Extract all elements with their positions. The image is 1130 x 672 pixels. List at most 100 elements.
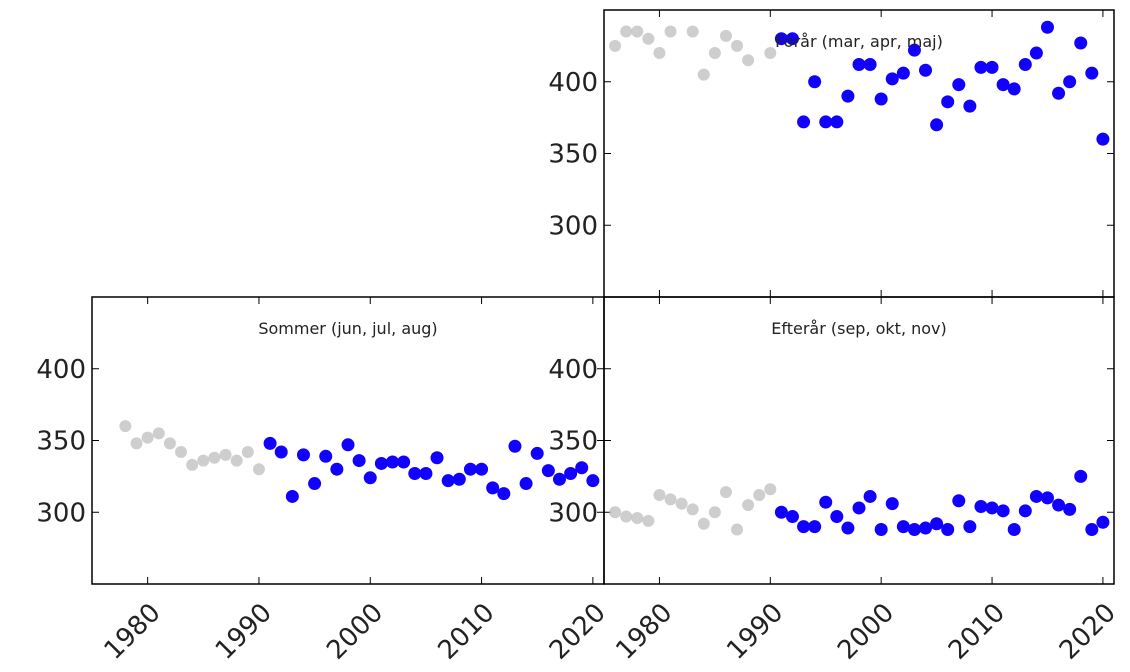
data-point: [774, 505, 788, 519]
background-point: [152, 427, 165, 440]
background-point: [708, 506, 721, 519]
background-point: [719, 29, 732, 42]
data-point: [352, 454, 366, 468]
data-point: [1085, 66, 1099, 80]
data-point: [1063, 75, 1077, 89]
data-point: [452, 472, 466, 486]
x-tick-label: 1990: [721, 598, 789, 666]
data-point: [285, 489, 299, 503]
data-point: [541, 464, 555, 478]
x-tick-label: 1990: [210, 598, 278, 666]
data-point: [419, 467, 433, 481]
background-point: [697, 517, 710, 530]
data-point: [963, 520, 977, 534]
data-point: [907, 43, 921, 57]
data-point: [819, 115, 833, 129]
data-point: [508, 439, 522, 453]
background-point: [686, 25, 699, 38]
background-point: [175, 445, 188, 458]
data-point: [874, 522, 888, 536]
data-point: [919, 63, 933, 77]
data-point: [985, 60, 999, 74]
data-point: [974, 500, 988, 514]
data-point: [830, 510, 844, 524]
data-point: [863, 58, 877, 72]
background-point: [631, 511, 644, 524]
panel-autumn: 300 350 400 1980 1990 2000 2010 2020 Efterår (se…: [548, 296, 1122, 666]
background-point: [609, 506, 622, 519]
background-point: [686, 503, 699, 516]
background-point: [731, 39, 744, 52]
background-point: [664, 493, 677, 506]
data-point: [963, 99, 977, 113]
data-point: [1040, 491, 1054, 505]
data-point: [1029, 46, 1043, 60]
panel-title: Sommer (jun, jul, aug): [258, 319, 437, 338]
background-point: [119, 420, 132, 433]
background-point: [764, 483, 777, 496]
data-point: [985, 501, 999, 515]
x-tick-label: 2000: [832, 598, 900, 666]
data-point: [785, 32, 799, 46]
data-point: [274, 445, 288, 459]
background-point: [186, 458, 199, 471]
data-point: [486, 481, 500, 495]
data-point: [263, 436, 277, 450]
data-point: [530, 446, 544, 460]
background-point: [219, 448, 232, 461]
data-point: [1052, 498, 1066, 512]
data-point: [930, 118, 944, 132]
x-tick-label: 2000: [321, 598, 389, 666]
data-point: [830, 115, 844, 129]
data-point: [319, 449, 333, 463]
data-point: [1063, 502, 1077, 516]
background-point: [230, 454, 243, 467]
background-point: [708, 47, 721, 60]
data-point: [896, 520, 910, 534]
panel-spring: 300 350 400 Forår (mar, apr, maj): [548, 9, 1115, 298]
background-point: [642, 514, 655, 527]
data-point: [808, 75, 822, 89]
axes-frame: [603, 296, 1115, 585]
y-tick-label: 400: [548, 355, 598, 385]
x-tick-label: 1980: [99, 598, 167, 666]
data-point: [497, 487, 511, 501]
data-point: [341, 438, 355, 452]
data-point: [1096, 132, 1110, 146]
data-point: [874, 92, 888, 106]
y-tick-label: 300: [548, 211, 598, 241]
data-point: [386, 455, 400, 469]
background-point: [130, 437, 143, 450]
background-point: [753, 489, 766, 502]
data-point: [1018, 504, 1032, 518]
data-point: [952, 78, 966, 92]
data-point: [1007, 82, 1021, 96]
data-point: [1007, 522, 1021, 536]
background-point: [742, 54, 755, 67]
background-point: [141, 431, 154, 444]
data-point: [1040, 20, 1054, 34]
data-point: [852, 501, 866, 515]
background-point: [163, 437, 176, 450]
background-point: [719, 486, 732, 499]
data-point: [308, 477, 322, 491]
data-point: [785, 510, 799, 524]
data-point: [996, 78, 1010, 92]
x-tick-label: 2010: [433, 598, 501, 666]
x-tick-label: 2020: [544, 598, 612, 666]
y-tick-label: 350: [36, 427, 86, 457]
data-point: [974, 60, 988, 74]
data-point: [1074, 469, 1088, 483]
data-point: [586, 474, 600, 488]
data-point: [441, 474, 455, 488]
background-point: [642, 32, 655, 45]
x-tick-label: 2020: [1054, 598, 1122, 666]
background-point: [731, 523, 744, 536]
background-point: [252, 463, 265, 476]
background-point: [764, 47, 777, 60]
data-point: [1052, 86, 1066, 100]
data-point: [330, 462, 344, 476]
x-tick-label: 1980: [610, 598, 678, 666]
data-point: [774, 32, 788, 46]
panel-summer: 300 350 400 1980 1990 2000 2010 2020 Sommer (jun…: [36, 296, 612, 666]
